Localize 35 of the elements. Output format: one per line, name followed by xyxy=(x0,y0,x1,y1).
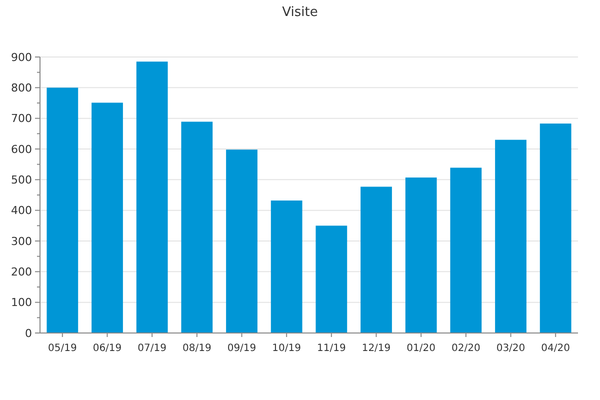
y-tick-label: 300 xyxy=(11,234,32,248)
x-tick-label: 12/19 xyxy=(362,343,391,354)
bar xyxy=(495,140,526,333)
bar xyxy=(92,102,123,333)
x-tick-label: 01/20 xyxy=(406,343,436,354)
bar xyxy=(136,62,168,333)
y-tick-label: 100 xyxy=(11,296,32,310)
bar xyxy=(360,186,392,333)
y-tick-label: 600 xyxy=(11,142,32,156)
y-tick-label: 400 xyxy=(11,204,32,218)
y-tick-label: 800 xyxy=(11,82,32,95)
x-tick-label: 02/20 xyxy=(452,343,480,354)
bar xyxy=(270,200,302,333)
x-tick-label: 06/19 xyxy=(92,343,122,354)
bar xyxy=(226,150,258,333)
x-tick-label: 11/19 xyxy=(317,343,346,354)
bar xyxy=(46,88,78,333)
bar xyxy=(405,178,437,333)
y-tick-label: 0 xyxy=(25,326,32,340)
bar xyxy=(181,122,213,333)
x-tick-label: 04/20 xyxy=(541,343,570,354)
bar xyxy=(540,124,572,333)
bar xyxy=(450,168,482,333)
chart-title: Visite xyxy=(282,5,318,20)
y-tick-label: 200 xyxy=(11,266,32,279)
x-tick-label: 05/19 xyxy=(48,343,77,354)
y-tick-label: 500 xyxy=(11,174,32,187)
x-tick-label: 07/19 xyxy=(138,343,166,354)
x-tick-label: 08/19 xyxy=(182,343,212,354)
x-tick-label: 03/20 xyxy=(496,343,526,354)
x-tick-label: 09/19 xyxy=(227,343,256,354)
bar xyxy=(316,226,348,333)
y-tick-label: 900 xyxy=(11,50,32,64)
x-tick-label: 10/19 xyxy=(272,343,301,354)
y-tick-label: 700 xyxy=(11,112,32,126)
